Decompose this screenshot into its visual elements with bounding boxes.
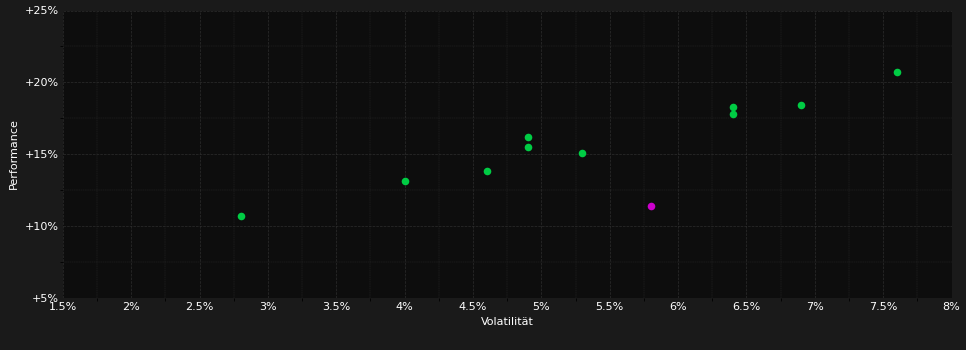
Point xyxy=(397,178,412,184)
Point xyxy=(575,150,590,155)
Point xyxy=(233,213,248,218)
Point xyxy=(520,144,535,150)
Point xyxy=(889,69,904,75)
Point xyxy=(643,203,659,209)
Point xyxy=(725,111,741,117)
Y-axis label: Performance: Performance xyxy=(9,119,19,189)
Point xyxy=(793,103,809,108)
X-axis label: Volatilität: Volatilität xyxy=(481,317,533,327)
Point xyxy=(725,104,741,110)
Point xyxy=(520,134,535,140)
Point xyxy=(479,168,495,174)
